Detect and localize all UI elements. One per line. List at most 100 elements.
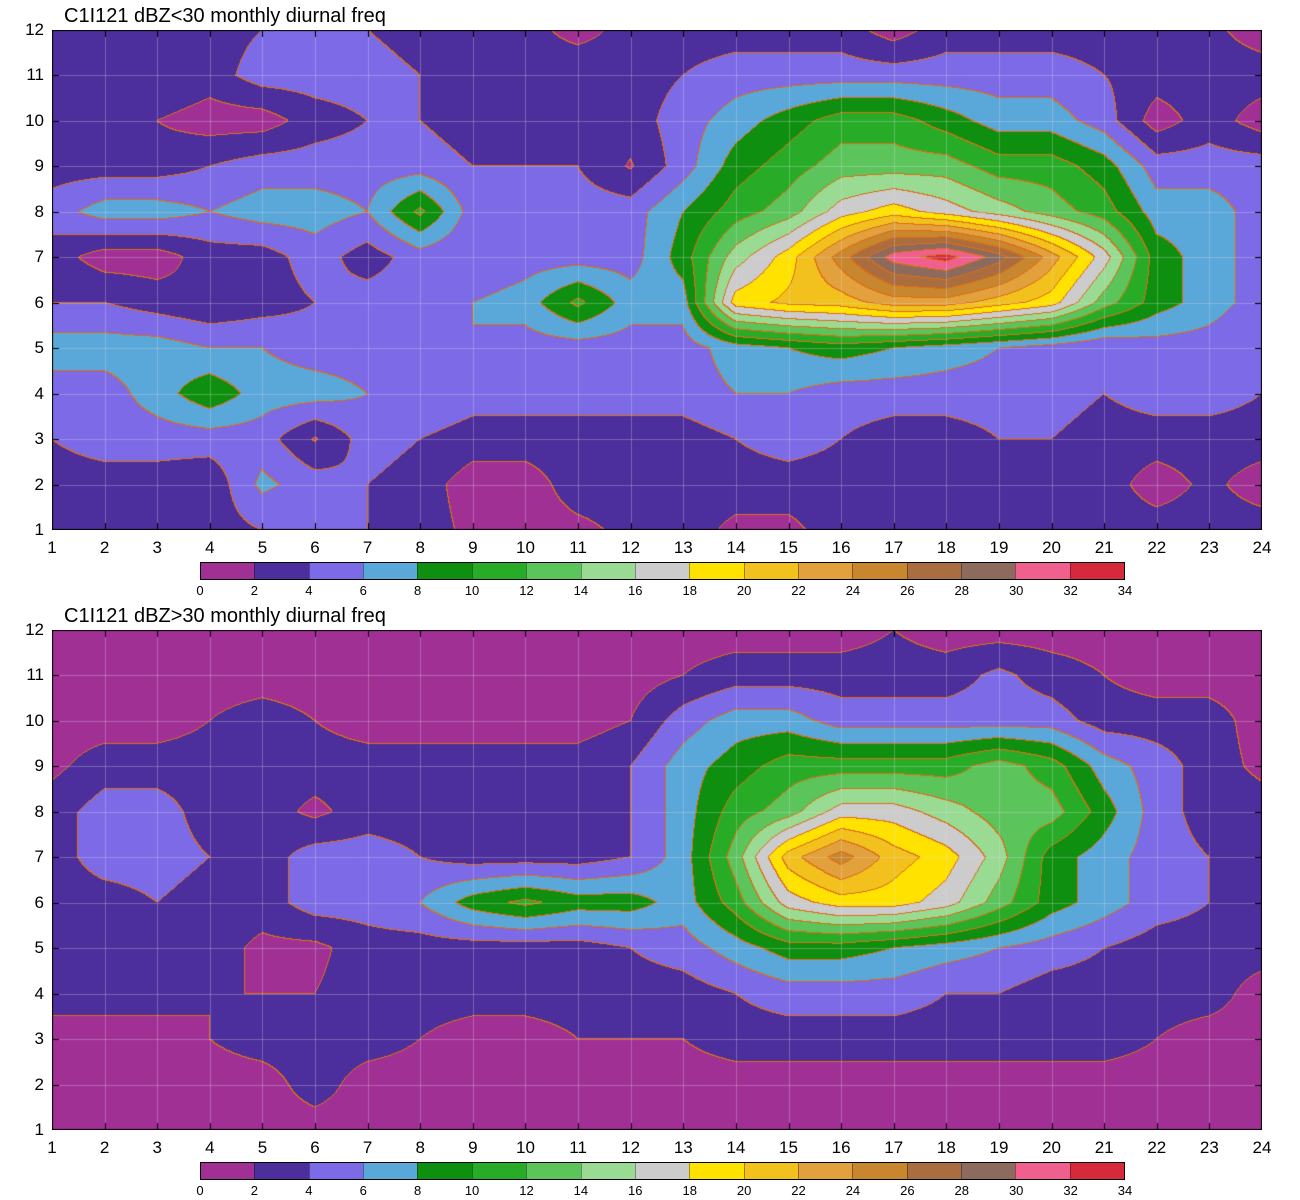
x-tick-label: 15 (779, 538, 798, 557)
x-tick-label: 2 (99, 538, 110, 557)
colorbar-cell (906, 563, 962, 579)
colorbar-tick-label: 34 (1117, 1183, 1133, 1198)
y-tick-label: 8 (34, 201, 44, 221)
panel-1-plot (52, 30, 1262, 530)
panel-2-title: C1I121 dBZ>30 monthly diurnal freq (64, 605, 386, 627)
x-tick-label: 19 (989, 1138, 1009, 1157)
y-tick-label: 12 (25, 20, 44, 39)
y-tick-label: 1 (34, 1120, 44, 1139)
colorbar-cell (1069, 563, 1125, 579)
colorbar-cell (1015, 563, 1070, 579)
colorbar-cell (852, 563, 907, 579)
y-tick-label: 7 (34, 247, 44, 267)
x-tick-label: 8 (415, 538, 425, 557)
panel-2-colorbar-labels: 0 2 4 6 8 10 12 14 16 18 20 22 24 26 28 30 32 34 (196, 1183, 1132, 1199)
x-tick-label: 2 (99, 1138, 110, 1157)
x-tick-label: 6 (310, 1138, 320, 1157)
colorbar-tick-label: 28 (954, 583, 969, 598)
colorbar-cell (852, 1163, 907, 1179)
colorbar-tick-label: 22 (791, 583, 806, 598)
panel-1-contour-canvas (52, 30, 1262, 530)
colorbar-tick-label: 6 (359, 1183, 367, 1198)
x-tick-label: 23 (1199, 538, 1219, 557)
x-tick-label: 1 (47, 538, 57, 557)
colorbar-cell (254, 1163, 309, 1179)
x-tick-label: 1 (47, 1138, 57, 1157)
colorbar-cell (201, 1163, 255, 1179)
x-tick-label: 10 (516, 538, 535, 557)
colorbar-tick-label: 28 (954, 1183, 969, 1198)
colorbar-cell (580, 563, 635, 579)
x-tick-label: 19 (989, 538, 1009, 557)
x-tick-label: 22 (1147, 1138, 1167, 1157)
panel-1-x-axis-ticks: 1 2 3 4 5 6 7 8 9 10 11 12 13 14 15 16 17 18 19 20 21 22 23 24 (0, 538, 1300, 560)
panel-1-colorbar (200, 562, 1125, 580)
colorbar-tick-label: 14 (573, 1183, 589, 1198)
y-tick-label: 3 (34, 1029, 44, 1049)
x-tick-label: 20 (1042, 1138, 1062, 1157)
colorbar-cell (526, 563, 581, 579)
colorbar-cell (797, 563, 853, 579)
x-tick-label: 7 (362, 538, 373, 557)
x-tick-label: 5 (257, 1138, 268, 1157)
y-tick-label: 5 (34, 938, 44, 958)
x-tick-label: 20 (1042, 538, 1062, 557)
colorbar-cell (961, 1163, 1016, 1179)
x-tick-label: 12 (621, 538, 641, 557)
y-tick-label: 3 (34, 429, 44, 449)
colorbar-cell (906, 1163, 962, 1179)
colorbar-tick-label: 16 (628, 583, 643, 598)
colorbar-tick-label: 18 (682, 1183, 697, 1198)
x-tick-label: 11 (569, 1138, 587, 1157)
y-tick-label: 12 (25, 620, 44, 639)
colorbar-cell (743, 1163, 798, 1179)
colorbar-tick-label: 26 (900, 1183, 915, 1198)
colorbar-tick-label: 12 (519, 583, 534, 598)
y-tick-label: 11 (26, 65, 44, 85)
colorbar-tick-label: 20 (736, 1183, 752, 1198)
colorbar-tick-label: 30 (1008, 1183, 1024, 1198)
y-tick-label: 2 (34, 474, 44, 494)
x-tick-label: 24 (1252, 1138, 1272, 1157)
panel-1-colorbar-labels: 0 2 4 6 8 10 12 14 16 18 20 22 24 26 28 30 32 34 (196, 583, 1132, 599)
colorbar-tick-label: 14 (573, 583, 589, 598)
y-tick-label: 10 (25, 110, 44, 130)
colorbar-cell (689, 563, 744, 579)
x-tick-label: 15 (779, 1138, 798, 1157)
colorbar-cell (417, 1163, 472, 1179)
colorbar-tick-label: 0 (196, 583, 204, 598)
colorbar-tick-label: 4 (305, 583, 313, 598)
panel-1-title: C1I121 dBZ<30 monthly diurnal freq (64, 5, 386, 27)
y-tick-label: 5 (34, 338, 44, 358)
x-tick-label: 10 (516, 1138, 535, 1157)
x-tick-label: 14 (726, 1138, 746, 1157)
x-tick-label: 9 (468, 1138, 478, 1157)
colorbar-cell (580, 1163, 635, 1179)
colorbar-cell (1069, 1163, 1125, 1179)
x-tick-label: 17 (884, 1138, 904, 1157)
colorbar-cell (254, 563, 309, 579)
y-tick-label: 6 (34, 292, 44, 312)
y-tick-label: 4 (34, 383, 44, 403)
colorbar-cell (743, 563, 798, 579)
y-tick-label: 10 (25, 710, 44, 730)
colorbar-tick-label: 6 (359, 583, 367, 598)
x-tick-label: 11 (569, 538, 587, 557)
y-tick-label: 11 (26, 665, 44, 685)
colorbar-cell (634, 1163, 690, 1179)
y-tick-label: 8 (34, 801, 44, 821)
colorbar-cell (471, 1163, 527, 1179)
panel-2-x-axis-ticks: 1 2 3 4 5 6 7 8 9 10 11 12 13 14 15 16 17 18 19 20 21 22 23 24 (0, 1138, 1300, 1160)
colorbar-cell (797, 1163, 853, 1179)
x-tick-label: 18 (936, 1138, 956, 1157)
x-tick-label: 16 (831, 538, 851, 557)
x-tick-label: 4 (205, 538, 215, 557)
x-tick-label: 16 (831, 1138, 851, 1157)
panel-2-plot (52, 630, 1262, 1130)
colorbar-tick-label: 10 (464, 583, 480, 598)
colorbar-tick-label: 30 (1008, 583, 1024, 598)
x-tick-label: 21 (1094, 538, 1114, 557)
colorbar-tick-label: 26 (900, 583, 915, 598)
colorbar-cell (363, 1163, 418, 1179)
colorbar-tick-label: 24 (845, 583, 861, 598)
